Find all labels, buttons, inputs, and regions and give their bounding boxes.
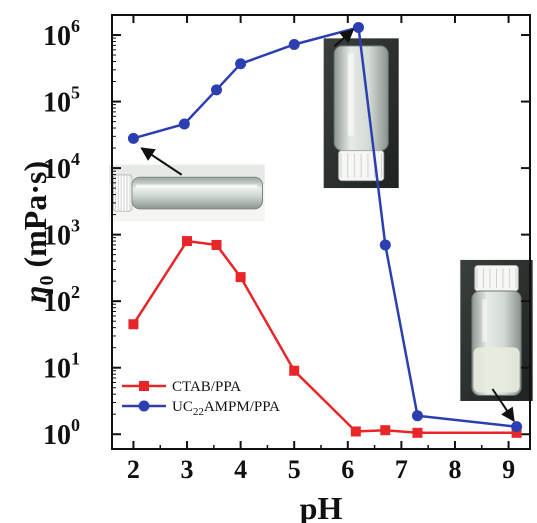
legend-item: UC22AMPM/PPA: [122, 399, 280, 418]
legend-marker: [138, 400, 150, 412]
series-uc22ampm-ppa: [127, 21, 523, 433]
data-point: [211, 239, 222, 250]
x-tick-label: 5: [288, 455, 301, 484]
legend-label: CTAB/PPA: [172, 379, 241, 395]
y-axis-title: η0 (mPa·s): [17, 161, 58, 303]
vial-photo-ph9: [460, 259, 533, 401]
legend-item: CTAB/PPA: [122, 379, 241, 395]
x-tick-label: 2: [127, 455, 140, 484]
series-ctab-ppa: [128, 236, 522, 438]
data-point: [288, 39, 300, 51]
data-point: [411, 410, 423, 422]
x-tick-label: 4: [234, 455, 247, 484]
legend-label: UC22AMPM/PPA: [172, 399, 280, 418]
data-point: [511, 421, 523, 433]
x-tick-label: 3: [181, 455, 194, 484]
arrow-ph9: [491, 388, 515, 423]
vial-photo-ph2: [109, 164, 265, 222]
data-point: [127, 132, 139, 144]
legend: CTAB/PPA UC22AMPM/PPA: [122, 379, 280, 418]
y-tick-label: 106: [43, 16, 80, 52]
data-point: [379, 239, 391, 251]
data-point: [211, 84, 222, 96]
data-point: [182, 236, 193, 247]
data-point: [235, 272, 246, 283]
x-tick-label: 9: [502, 455, 515, 484]
x-tick-label: 6: [341, 455, 354, 484]
y-tick-label: 100: [43, 415, 80, 451]
data-point: [511, 427, 522, 438]
legend-marker: [139, 381, 149, 391]
data-point: [128, 319, 139, 330]
data-point: [353, 21, 365, 33]
data-point: [235, 58, 247, 70]
arrow-ph6: [333, 28, 355, 48]
data-point: [350, 426, 361, 437]
vial-photo-ph6: [323, 38, 399, 189]
data-point: [289, 365, 300, 376]
arrow-ph2: [140, 147, 183, 176]
data-point: [412, 427, 423, 438]
annotation-arrows: [140, 28, 515, 423]
data-series: [127, 21, 523, 438]
data-point: [380, 425, 391, 436]
x-tick-label: 8: [448, 455, 461, 484]
vial-photos: [109, 38, 533, 401]
data-point: [178, 118, 190, 130]
x-axis-title: pH: [300, 490, 343, 523]
x-tick-label: 7: [395, 455, 408, 484]
y-tick-label: 101: [43, 349, 80, 385]
y-tick-label: 105: [43, 83, 80, 119]
